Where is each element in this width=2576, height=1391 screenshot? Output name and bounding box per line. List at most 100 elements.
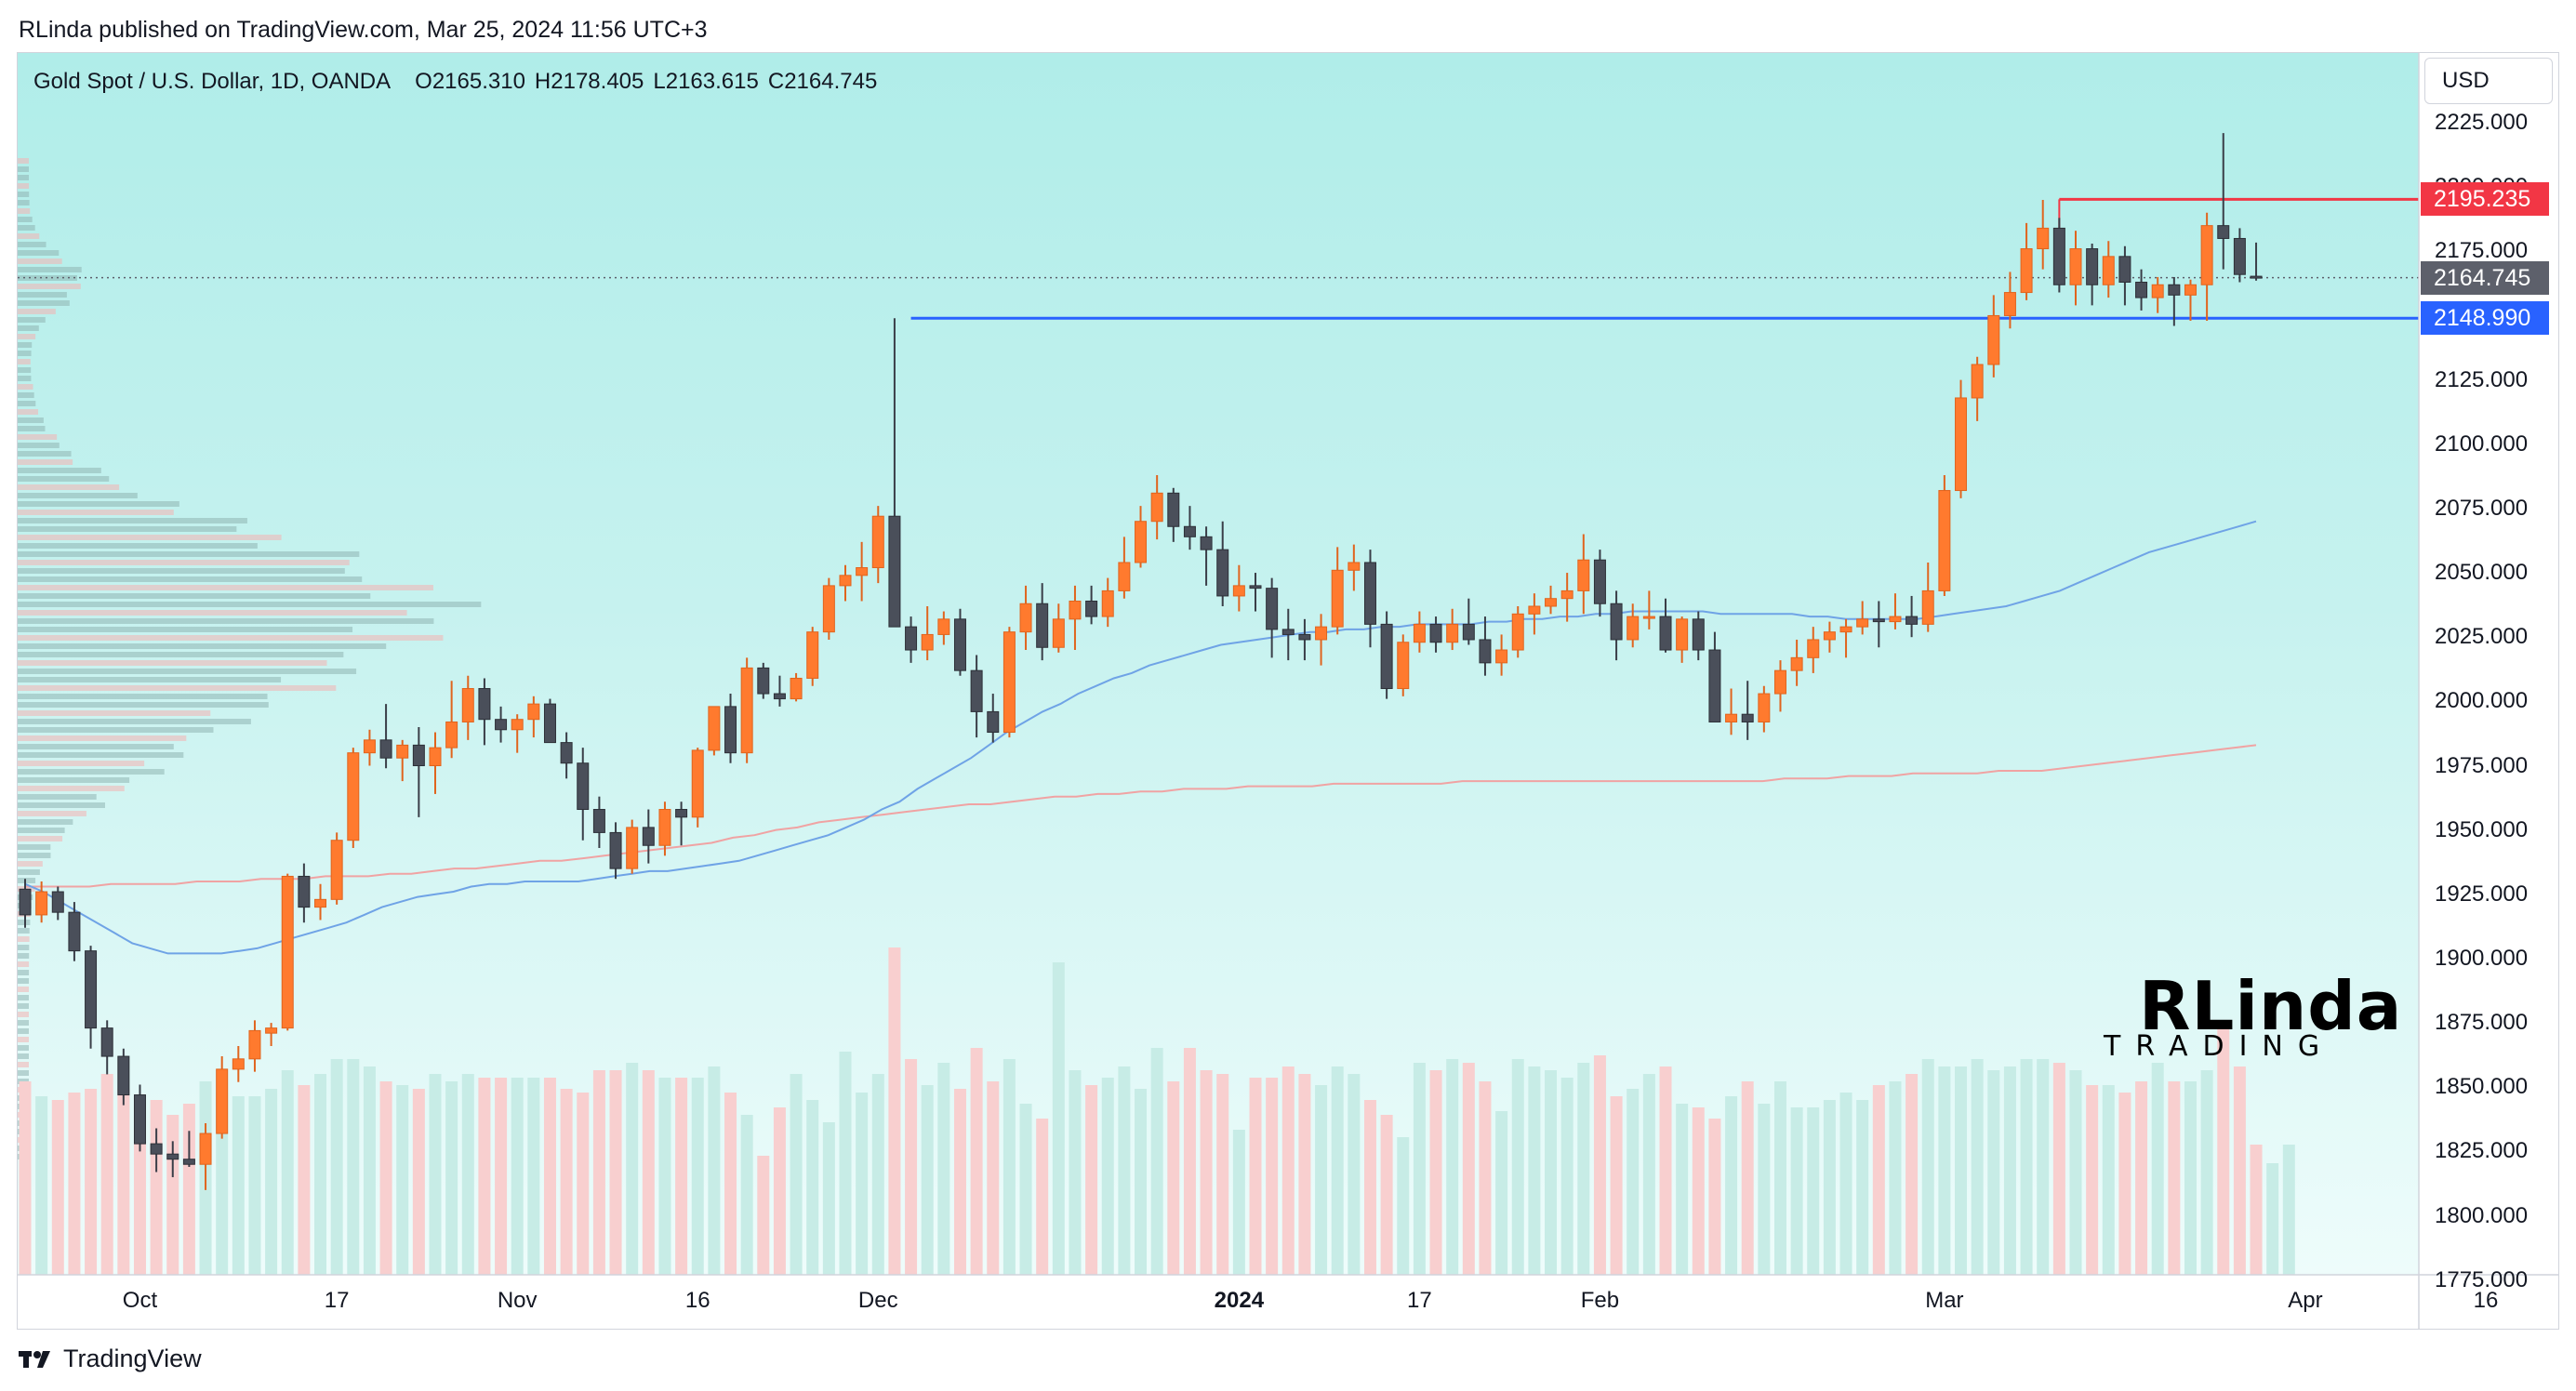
volume-bar — [412, 1089, 425, 1275]
volume-profile-bar — [18, 1037, 30, 1042]
volume-profile-bar — [18, 710, 211, 716]
volume-bar — [790, 1074, 803, 1275]
tradingview-brand[interactable]: TradingView — [19, 1345, 202, 1373]
volume-profile-bar — [18, 434, 58, 440]
volume-bar — [396, 1085, 409, 1275]
candle-body — [1692, 618, 1705, 651]
volume-profile-bar — [18, 426, 46, 431]
candle-body — [1725, 713, 1738, 722]
volume-profile-bar — [18, 484, 120, 490]
volume-bar — [2102, 1085, 2115, 1275]
currency-selector[interactable]: USD — [2424, 58, 2553, 104]
chart-plot-area[interactable] — [18, 53, 2419, 1275]
candle-body — [461, 688, 474, 722]
volume-bar — [1659, 1066, 1672, 1275]
candle-body — [363, 739, 376, 754]
volume-profile-bar — [18, 987, 30, 992]
candle-body — [822, 585, 835, 633]
resistance-price-tag: 2195.235 — [2421, 182, 2549, 217]
volume-profile-bar — [18, 242, 46, 247]
volume-bar — [1298, 1074, 1311, 1275]
volume-bar — [905, 1059, 918, 1275]
y-tick-label: 1825.000 — [2435, 1138, 2529, 1164]
candle-body — [2184, 284, 2197, 296]
volume-profile-bar — [18, 945, 30, 950]
open-label: O — [415, 69, 432, 94]
volume-profile-bar — [18, 560, 350, 565]
volume-bar — [806, 1100, 819, 1275]
volume-profile-bar — [18, 702, 269, 708]
candle-body — [970, 669, 983, 712]
candle-body — [1298, 633, 1311, 641]
volume-profile-bar — [18, 635, 444, 641]
high-value: 2178.405 — [551, 69, 644, 94]
candle-body — [495, 719, 508, 731]
y-tick-label: 2075.000 — [2435, 495, 2529, 521]
x-tick-label: 2024 — [1214, 1288, 1265, 1313]
volume-bar — [2217, 1026, 2230, 1275]
volume-profile-bar — [18, 677, 282, 682]
volume-bar — [1085, 1085, 1098, 1275]
candle-body — [133, 1094, 146, 1145]
candle-body — [2086, 248, 2099, 285]
candle-body — [937, 618, 950, 635]
candle-body — [790, 677, 803, 700]
candle-body — [2200, 225, 2213, 285]
volume-profile-bar — [18, 652, 344, 657]
volume-bar — [1921, 1059, 1934, 1275]
volume-bar — [1495, 1111, 1508, 1275]
candle-body — [2037, 227, 2050, 250]
candle-body — [445, 721, 458, 748]
volume-bar — [429, 1074, 442, 1275]
volume-bar — [839, 1052, 852, 1275]
y-tick-label: 2000.000 — [2435, 688, 2529, 714]
close-value: 2164.745 — [784, 69, 878, 94]
volume-bar — [330, 1059, 343, 1275]
candle-body — [953, 618, 966, 671]
candle-body — [1955, 397, 1968, 492]
candle-body — [626, 827, 639, 869]
volume-bar — [592, 1070, 605, 1275]
candle-body — [2217, 225, 2230, 239]
candle-body — [347, 752, 360, 841]
volume-bar — [1397, 1137, 1410, 1275]
volume-bar — [216, 1093, 229, 1275]
candle-body — [1363, 562, 1376, 625]
candle-body — [1741, 713, 1754, 722]
volume-profile-bar — [18, 953, 30, 959]
volume-profile-bar — [18, 694, 268, 699]
candle-body — [691, 749, 704, 818]
volume-bar — [1725, 1096, 1738, 1275]
candle-body — [1577, 559, 1590, 591]
volume-bar — [577, 1093, 590, 1275]
volume-bar — [1593, 1055, 1606, 1275]
volume-bar — [1577, 1063, 1590, 1275]
candle-body — [987, 710, 1000, 734]
logo-sub-text: TRADING — [2104, 1030, 2335, 1063]
volume-profile-bar — [18, 258, 62, 264]
volume-profile-bar — [18, 417, 44, 423]
volume-bar — [1232, 1130, 1245, 1275]
volume-profile-bar — [18, 936, 30, 942]
volume-profile-bar — [18, 643, 387, 649]
candle-body — [2151, 284, 2164, 298]
candle-body — [1560, 590, 1573, 600]
candle-body — [412, 744, 425, 767]
tradingview-logo-icon — [19, 1350, 50, 1368]
volume-profile-bar — [18, 978, 30, 984]
volume-bar — [1627, 1089, 1640, 1275]
candle-body — [1807, 639, 1820, 658]
volume-bar — [1511, 1059, 1524, 1275]
candle-body — [1938, 490, 1951, 591]
brand-name: TradingView — [63, 1345, 202, 1372]
candle-body — [1167, 492, 1180, 527]
candle-body — [68, 911, 81, 952]
volume-bar — [2168, 1081, 2181, 1275]
volume-bar — [2184, 1081, 2197, 1275]
x-tick-label: Nov — [497, 1288, 538, 1313]
volume-bar — [461, 1074, 474, 1275]
volume-bar — [675, 1078, 688, 1275]
candle-body — [1872, 618, 1885, 623]
open-value: 2165.310 — [432, 69, 525, 94]
